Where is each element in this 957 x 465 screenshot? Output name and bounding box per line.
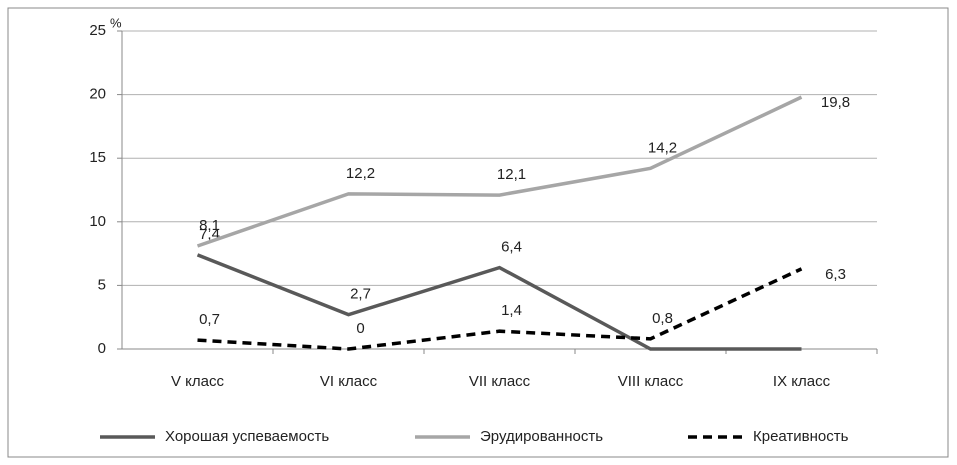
x-tick-label: VI класс (320, 373, 378, 390)
series-line (196, 95, 803, 248)
y-tick-label: 10 (89, 213, 106, 230)
data-label: 6,4 (501, 239, 522, 256)
y-tick-label: 5 (98, 276, 106, 293)
legend-label: Эрудированность (480, 428, 603, 445)
data-label: 8,1 (199, 217, 220, 234)
y-unit: % (110, 15, 122, 30)
y-tick-label: 25 (89, 22, 106, 39)
data-label: 0 (356, 320, 364, 337)
legend-label: Креативность (753, 428, 849, 445)
data-label: 6,3 (825, 266, 846, 283)
data-label: 0,7 (199, 311, 220, 328)
data-label: 2,7 (350, 286, 371, 303)
data-label: 0,8 (652, 310, 673, 327)
x-tick-label: VIII класс (618, 373, 684, 390)
data-label: 12,1 (497, 166, 526, 183)
data-label: 19,8 (821, 94, 850, 111)
chart-border (7, 7, 949, 458)
legend-label: Хорошая успеваемость (165, 428, 329, 445)
data-label: 14,2 (648, 139, 677, 156)
data-label: 1,4 (501, 302, 522, 319)
series-line (197, 267, 803, 351)
series-line (196, 253, 802, 351)
x-tick-label: IX класс (773, 373, 831, 390)
y-tick-label: 0 (98, 340, 106, 357)
x-tick-label: V класс (171, 373, 224, 390)
x-tick-label: VII класс (469, 373, 531, 390)
data-label: 12,2 (346, 165, 375, 182)
y-tick-label: 20 (89, 86, 106, 103)
y-tick-label: 15 (89, 149, 106, 166)
